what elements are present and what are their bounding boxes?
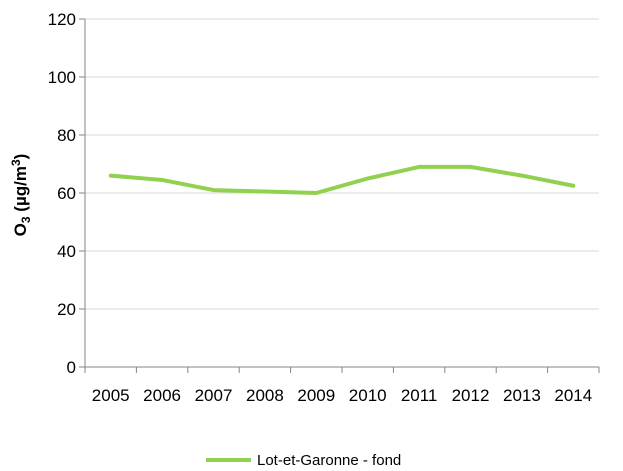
y-tick-label-100: 100 xyxy=(48,68,76,87)
y-label-middle: (µg/m xyxy=(11,166,30,216)
y-tick-label-0: 0 xyxy=(67,358,76,377)
y-tick-labels: 0 20 40 60 80 100 120 xyxy=(48,10,76,377)
y-label-subscript: 3 xyxy=(19,216,33,223)
y-label-suffix: ) xyxy=(11,154,30,160)
legend-label: Lot-et-Garonne - fond xyxy=(257,452,401,469)
legend: Lot-et-Garonne - fond xyxy=(206,452,401,469)
series-line-0 xyxy=(108,164,576,195)
axes xyxy=(79,18,600,373)
y-tick-label-80: 80 xyxy=(57,126,76,145)
x-tick-label-2008: 2008 xyxy=(246,386,284,405)
x-tick-label-2007: 2007 xyxy=(195,386,233,405)
x-tick-label-2010: 2010 xyxy=(349,386,387,405)
x-tick-label-2011: 2011 xyxy=(401,386,438,405)
x-tick-label-2005: 2005 xyxy=(92,386,130,405)
x-tick-label-2013: 2013 xyxy=(503,386,541,405)
gridlines xyxy=(85,18,599,310)
y-tick-label-20: 20 xyxy=(57,300,76,319)
x-tick-label-2012: 2012 xyxy=(452,386,490,405)
y-axis-label: O3 (µg/m3) xyxy=(9,154,33,237)
y-label-prefix: O xyxy=(11,223,30,236)
y-tick-label-60: 60 xyxy=(57,184,76,203)
y-tick-label-120: 120 xyxy=(48,10,76,29)
series-group xyxy=(108,164,576,195)
y-tick-label-40: 40 xyxy=(57,242,76,261)
x-tick-label-2014: 2014 xyxy=(554,386,592,405)
y-label-superscript: 3 xyxy=(9,159,23,166)
x-tick-label-2006: 2006 xyxy=(143,386,181,405)
x-tick-labels: 2005 2006 2007 2008 2009 2010 2011 2012 2013 2014 xyxy=(92,386,592,405)
x-tick-label-2009: 2009 xyxy=(297,386,335,405)
